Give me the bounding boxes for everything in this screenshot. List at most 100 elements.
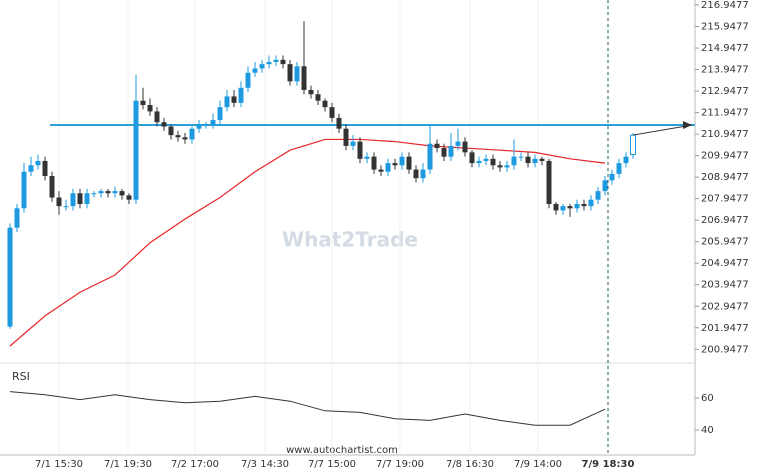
- candle-body: [343, 128, 349, 146]
- candle-body: [119, 191, 125, 196]
- candle-body: [168, 126, 174, 136]
- x-tick-label: 7/8 16:30: [446, 459, 494, 470]
- candle-body: [623, 156, 629, 164]
- candle-body: [77, 193, 83, 204]
- rsi-tick-label: 60: [701, 393, 714, 404]
- candle-body: [63, 206, 69, 208]
- candle-body: [196, 124, 202, 129]
- y-tick-label: 203.9477: [701, 280, 749, 291]
- candle-body: [98, 191, 104, 194]
- candle-body: [7, 227, 13, 327]
- candle-body: [175, 135, 181, 138]
- candle-body: [581, 203, 587, 207]
- candle-body: [266, 61, 272, 65]
- candle-body: [420, 169, 426, 179]
- x-tick-label: 7/7 19:00: [376, 459, 424, 470]
- candle-body: [329, 107, 335, 118]
- candle-body: [280, 59, 286, 65]
- candle-body: [315, 94, 321, 101]
- candle-body: [539, 158, 545, 161]
- candle-body: [455, 141, 461, 146]
- y-tick-label: 201.9477: [701, 323, 749, 334]
- candle-body: [427, 143, 433, 170]
- candle-body: [140, 100, 146, 106]
- candle-body: [28, 165, 34, 172]
- candle-body: [189, 128, 195, 140]
- candle-body: [385, 163, 391, 172]
- candle-body: [21, 171, 27, 209]
- candle-body: [483, 158, 489, 161]
- rsi-tick-label: 40: [701, 425, 714, 436]
- y-tick-label: 214.9477: [701, 43, 749, 54]
- moving-average: [9, 138, 606, 347]
- candle-body: [532, 158, 538, 164]
- y-tick-label: 213.9477: [701, 65, 749, 76]
- y-tick-label: 200.9477: [701, 344, 749, 355]
- projection-arrow: [632, 124, 693, 136]
- candle-body: [413, 169, 419, 179]
- y-tick-label: 215.9477: [701, 22, 749, 33]
- rsi-line: [9, 391, 606, 426]
- candle-body: [560, 206, 566, 211]
- candle-body: [567, 206, 573, 209]
- y-tick-label: 208.9477: [701, 172, 749, 183]
- x-tick-label: 7/7 15:00: [308, 459, 356, 470]
- candle-body: [217, 107, 223, 121]
- candle-body: [287, 64, 293, 82]
- candle-body: [49, 176, 55, 198]
- candle-body: [378, 169, 384, 172]
- candle-body: [35, 160, 41, 166]
- candle-body: [112, 191, 118, 194]
- candle-body: [469, 152, 475, 164]
- x-tick-label: 7/9 18:30: [582, 459, 635, 470]
- x-tick-label: 7/2 17:00: [171, 459, 219, 470]
- candle-body: [490, 158, 496, 166]
- candle-body: [224, 96, 230, 108]
- candle-body: [630, 134, 636, 156]
- candle-body: [609, 173, 615, 181]
- candle-body: [105, 191, 111, 194]
- candle-body: [322, 100, 328, 108]
- candle-body: [14, 208, 20, 228]
- candle-body: [308, 89, 314, 95]
- candle-body: [294, 66, 300, 82]
- candle-body: [252, 68, 258, 73]
- candle-body: [70, 193, 76, 207]
- candle-body: [336, 117, 342, 129]
- candle-body: [56, 197, 62, 207]
- candle-body: [616, 163, 622, 174]
- candle-body: [154, 111, 160, 123]
- y-tick-label: 211.9477: [701, 108, 749, 119]
- candle-body: [182, 137, 188, 140]
- y-tick-label: 205.9477: [701, 237, 749, 248]
- candle-body: [231, 96, 237, 103]
- candle-body: [504, 165, 510, 168]
- candle-body: [574, 203, 580, 209]
- candle-body: [210, 120, 216, 125]
- candle-body: [553, 203, 559, 211]
- candle-body: [434, 143, 440, 149]
- arrow-head: [683, 121, 692, 130]
- rsi-label: RSI: [12, 370, 30, 383]
- candle-body: [238, 87, 244, 103]
- candle-body: [84, 193, 90, 204]
- candle-body: [350, 141, 356, 146]
- candle-body: [301, 66, 307, 90]
- candle-body: [371, 156, 377, 170]
- candle-body: [476, 160, 482, 164]
- x-tick-label: 7/3 14:30: [241, 459, 289, 470]
- candle-body: [399, 156, 405, 166]
- y-tick-label: 216.9477: [701, 0, 749, 11]
- candle-body: [392, 163, 398, 166]
- candle-body: [364, 156, 370, 159]
- candle-body: [588, 199, 594, 207]
- candle-body: [245, 72, 251, 88]
- candle-body: [602, 180, 608, 192]
- y-tick-label: 212.9477: [701, 86, 749, 97]
- y-tick-label: 206.9477: [701, 215, 749, 226]
- candle-body: [42, 160, 48, 177]
- y-tick-label: 210.9477: [701, 129, 749, 140]
- candle-body: [203, 124, 209, 126]
- candle-body: [497, 165, 503, 168]
